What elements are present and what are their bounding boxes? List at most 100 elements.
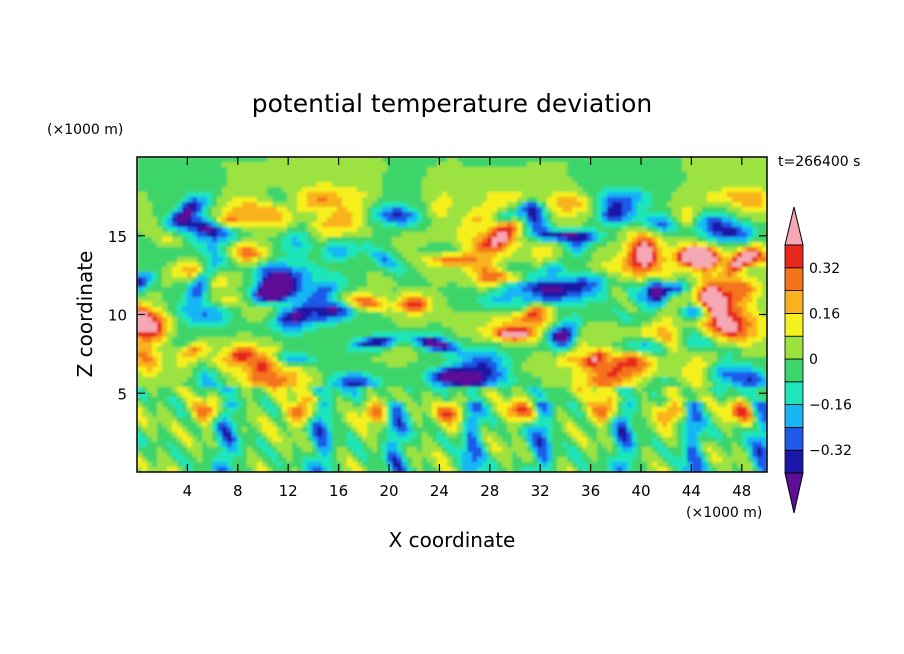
field-cell: [517, 167, 523, 173]
field-cell: [642, 327, 648, 333]
field-cell: [417, 172, 423, 178]
field-cell: [292, 292, 298, 298]
field-cell: [722, 177, 728, 183]
field-cell: [242, 277, 248, 283]
field-cell: [447, 242, 453, 248]
field-cell: [332, 262, 338, 268]
field-cell: [177, 262, 183, 268]
field-cell: [407, 292, 413, 298]
field-cell: [347, 262, 353, 268]
field-cell: [482, 197, 488, 203]
field-cell: [417, 267, 423, 273]
field-cell: [662, 267, 668, 273]
field-cell: [167, 172, 173, 178]
field-cell: [472, 302, 478, 308]
field-cell: [387, 227, 393, 233]
field-cell: [317, 307, 323, 313]
field-cell: [432, 317, 438, 323]
field-cell: [517, 212, 523, 218]
field-cell: [337, 317, 343, 323]
field-cell: [252, 197, 258, 203]
field-cell: [382, 307, 388, 313]
field-cell: [142, 297, 148, 303]
field-cell: [512, 232, 518, 238]
field-cell: [492, 282, 498, 288]
field-cell: [307, 337, 313, 343]
field-cell: [472, 162, 478, 168]
field-cell: [387, 292, 393, 298]
field-cell: [187, 232, 193, 238]
field-cell: [647, 267, 653, 273]
field-cell: [377, 272, 383, 278]
field-cell: [247, 332, 253, 338]
field-cell: [617, 227, 623, 233]
field-cell: [152, 347, 158, 353]
field-cell: [377, 167, 383, 173]
field-cell: [482, 282, 488, 288]
field-cell: [437, 332, 443, 338]
field-cell: [527, 332, 533, 338]
field-cell: [682, 282, 688, 288]
field-cell: [712, 177, 718, 183]
field-cell: [147, 317, 153, 323]
field-cell: [367, 302, 373, 308]
field-cell: [617, 217, 623, 223]
field-cell: [302, 327, 308, 333]
field-cell: [372, 267, 378, 273]
field-cell: [182, 302, 188, 308]
field-cell: [162, 317, 168, 323]
field-cell: [717, 277, 723, 283]
field-cell: [632, 252, 638, 258]
field-cell: [487, 237, 493, 243]
field-cell: [442, 347, 448, 353]
field-cell: [757, 242, 763, 248]
field-cell: [197, 157, 203, 163]
field-cell: [297, 322, 303, 328]
field-cell: [582, 187, 588, 193]
field-cell: [267, 217, 273, 223]
field-cell: [182, 172, 188, 178]
field-cell: [497, 327, 503, 333]
field-cell: [667, 247, 673, 253]
field-cell: [302, 307, 308, 313]
field-cell: [197, 322, 203, 328]
field-cell: [762, 342, 767, 348]
field-cell: [637, 272, 643, 278]
field-cell: [462, 232, 468, 238]
field-cell: [552, 342, 558, 348]
field-cell: [307, 242, 313, 248]
field-cell: [157, 262, 163, 268]
field-cell: [557, 257, 563, 263]
field-cell: [692, 272, 698, 278]
field-cell: [632, 287, 638, 293]
field-cell: [137, 337, 143, 343]
field-cell: [622, 207, 628, 213]
field-cell: [227, 267, 233, 273]
field-cell: [367, 247, 373, 253]
field-cell: [627, 277, 633, 283]
field-cell: [492, 157, 498, 163]
field-cell: [282, 312, 288, 318]
field-cell: [417, 347, 423, 353]
field-cell: [622, 172, 628, 178]
field-cell: [277, 292, 283, 298]
field-cell: [507, 237, 513, 243]
field-cell: [487, 232, 493, 238]
field-cell: [282, 237, 288, 243]
field-cell: [392, 237, 398, 243]
field-cell: [287, 262, 293, 268]
field-cell: [297, 237, 303, 243]
field-cell: [512, 287, 518, 293]
field-cell: [697, 247, 703, 253]
field-cell: [352, 257, 358, 263]
field-cell: [642, 332, 648, 338]
field-cell: [517, 287, 523, 293]
field-cell: [152, 337, 158, 343]
field-cell: [547, 167, 553, 173]
field-cell: [247, 167, 253, 173]
field-cell: [512, 347, 518, 353]
field-cell: [362, 277, 368, 283]
field-cell: [217, 242, 223, 248]
field-cell: [727, 227, 733, 233]
field-cell: [422, 232, 428, 238]
